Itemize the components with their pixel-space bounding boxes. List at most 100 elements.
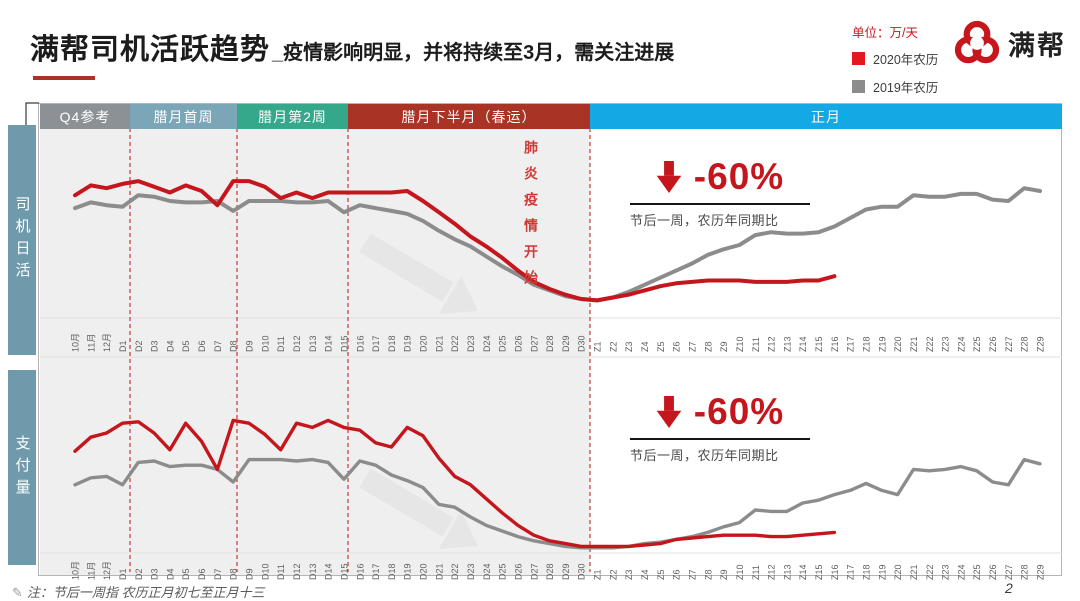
down-arrow-icon <box>656 161 682 193</box>
x-axis-label: Z5 <box>656 569 666 580</box>
x-axis-label: D27 <box>529 335 539 352</box>
x-axis-label: Z9 <box>719 569 729 580</box>
x-axis-label: Z8 <box>703 341 713 352</box>
x-axis-label: Z16 <box>830 336 840 352</box>
x-axis-label: D12 <box>292 335 302 352</box>
x-axis-label: D18 <box>387 563 397 580</box>
x-axis-label: Z19 <box>877 336 887 352</box>
x-axis-label: Z29 <box>1036 564 1046 580</box>
x-axis-label: D6 <box>197 568 207 580</box>
title-main: 满帮司机活跃趋势 <box>30 34 271 66</box>
watermark-arrow-head <box>438 511 478 549</box>
x-axis-label: Z6 <box>672 569 682 580</box>
x-axis-label: Z22 <box>925 336 935 352</box>
x-axis-label: Z5 <box>656 341 666 352</box>
x-axis-label: Z4 <box>640 341 650 352</box>
x-axis-label: Z15 <box>814 564 824 580</box>
x-axis-label: D20 <box>419 335 429 352</box>
x-axis-label: Z14 <box>798 336 808 352</box>
x-axis-label: D7 <box>213 568 223 580</box>
x-axis-label: Z16 <box>830 564 840 580</box>
x-axis-label: Z7 <box>687 341 697 352</box>
x-axis-label: 10月 <box>71 333 81 352</box>
x-axis-label: D17 <box>371 563 381 580</box>
x-axis-label: D27 <box>529 563 539 580</box>
x-axis-label: D26 <box>513 563 523 580</box>
drop-annotation-head: -60% <box>630 156 810 205</box>
x-axis-label: Z2 <box>608 341 618 352</box>
x-axis-label: Z10 <box>735 336 745 352</box>
series-line-2019年农历-支付量 <box>73 457 1042 550</box>
x-axis-label: Z20 <box>893 564 903 580</box>
x-axis-label: Z4 <box>640 569 650 580</box>
title-subtitle: _疫情影响明显，并将持续至3月，需关注进展 <box>272 42 675 64</box>
drop-annotation-top: -60% 节后一周，农历年同期比 <box>630 156 810 229</box>
x-axis-label: 11月 <box>86 562 96 580</box>
x-axis-label: D13 <box>308 563 318 580</box>
x-axis-label: D6 <box>197 340 207 352</box>
page-number: 2 <box>1005 580 1013 596</box>
x-axis-label: D19 <box>403 335 413 352</box>
x-axis-label: D8 <box>229 568 239 580</box>
x-axis-label: D2 <box>134 568 144 580</box>
x-axis-label: D30 <box>577 563 587 580</box>
x-axis-label: D22 <box>450 563 460 580</box>
watermark-arrow-icon <box>359 233 454 302</box>
chart-legend: 单位：万/天 2020年农历 2019年农历 <box>852 22 938 105</box>
x-axis-label: Z18 <box>862 564 872 580</box>
x-axis-label: D25 <box>498 335 508 352</box>
x-axis-label: D3 <box>150 340 160 352</box>
drop-annotation-head: -60% <box>630 391 810 440</box>
x-axis-label: Z13 <box>782 564 792 580</box>
series-line-2020年农历-司机日活 <box>73 179 837 303</box>
x-axis-label: Z10 <box>735 564 745 580</box>
chart-frame <box>38 103 1062 576</box>
x-axis-label: Z6 <box>672 341 682 352</box>
unit-label: 单位：万/天 <box>852 26 918 40</box>
footer-note: ✎ 注：节后一周指 农历正月初七至正月十三 <box>12 582 265 601</box>
x-axis-label: D16 <box>355 335 365 352</box>
x-axis-label: Z22 <box>925 564 935 580</box>
x-axis-label: Z20 <box>893 336 903 352</box>
x-axis-label: Z25 <box>972 564 982 580</box>
x-axis-label: D4 <box>165 568 175 580</box>
x-axis-label: D5 <box>181 568 191 580</box>
x-axis-label: Z7 <box>687 569 697 580</box>
x-axis-label: D26 <box>513 335 523 352</box>
x-axis-label: Z8 <box>703 569 713 580</box>
drop-value: -60% <box>693 391 785 432</box>
x-axis-label: D21 <box>434 335 444 352</box>
x-axis-label: Z13 <box>782 336 792 352</box>
x-axis-label: Z2 <box>608 569 618 580</box>
phase-band-2: 腊月首周 <box>130 104 237 129</box>
x-axis-label: Z24 <box>956 564 966 580</box>
x-axis-label: D8 <box>229 340 239 352</box>
x-axis-label: Z12 <box>767 336 777 352</box>
x-axis-label: Z24 <box>956 336 966 352</box>
x-axis-label: D15 <box>339 563 349 580</box>
row-label-driver-dau: 司机日活 <box>8 125 36 355</box>
pencil-icon: ✎ <box>12 585 23 600</box>
footer-note-text: 注：节后一周指 农历正月初七至正月十三 <box>26 585 265 600</box>
x-axis-label: D14 <box>324 335 334 352</box>
x-axis-label: D4 <box>165 340 175 352</box>
legend-label-2020: 2020年农历 <box>873 53 939 67</box>
x-axis-label: Z11 <box>751 565 761 580</box>
x-axis-label: Z1 <box>593 569 603 580</box>
watermark-arrow-head <box>438 276 478 314</box>
title-underline <box>33 76 95 80</box>
x-axis-label: Z17 <box>846 564 856 580</box>
x-axis-label: Z17 <box>846 336 856 352</box>
row-label-payment-volume: 支付量 <box>8 370 36 565</box>
x-axis-label: D18 <box>387 335 397 352</box>
x-axis-label: D12 <box>292 563 302 580</box>
drop-value: -60% <box>693 156 785 197</box>
x-axis-label: D30 <box>577 335 587 352</box>
x-axis-label: Z3 <box>624 341 634 352</box>
x-axis-label: D28 <box>545 563 555 580</box>
down-arrow-icon <box>656 396 682 428</box>
series-line-2020年农历-支付量 <box>73 418 837 549</box>
x-axis-label: D10 <box>260 563 270 580</box>
x-axis-label: Z28 <box>1020 564 1030 580</box>
